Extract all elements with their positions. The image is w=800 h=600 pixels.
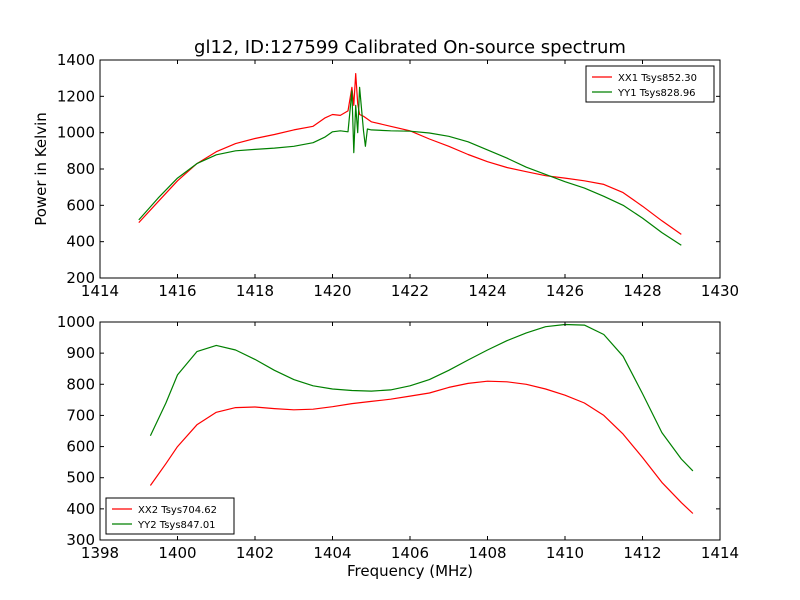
top-y-tick-label: 200 — [66, 269, 95, 287]
bottom-x-tick-label: 1408 — [468, 544, 506, 562]
bottom-series-line-1 — [149, 380, 694, 514]
bottom-y-tick-label: 900 — [66, 344, 95, 362]
bottom-x-tick-label: 1414 — [701, 544, 739, 562]
top-x-tick-label: 1428 — [623, 282, 661, 300]
bottom-x-tick-label: 1398 — [81, 544, 119, 562]
top-x-tick-label: 1420 — [313, 282, 351, 300]
bottom-chart-xlabel: Frequency (MHz) — [347, 562, 473, 580]
top-series-line-1 — [138, 72, 682, 235]
top-x-tick-label: 1414 — [81, 282, 119, 300]
top-series-line-2 — [138, 86, 682, 246]
bottom-x-tick-label: 1410 — [546, 544, 584, 562]
bottom-series-line-2 — [149, 323, 694, 472]
bottom-y-tick-label: 600 — [66, 438, 95, 456]
top-legend-box — [585, 65, 715, 103]
bottom-x-tick-label: 1402 — [236, 544, 274, 562]
bottom-y-tick-label: 700 — [66, 406, 95, 424]
bottom-legend-box — [105, 497, 235, 535]
bottom-x-tick-label: 1406 — [391, 544, 429, 562]
top-x-tick-label: 1430 — [701, 282, 739, 300]
top-y-tick-label: 600 — [66, 196, 95, 214]
top-plot-area: 1414 1416 1418 1420 1422 1424 1426 1428 1430 200 4… — [57, 51, 739, 300]
top-x-tick-label: 1424 — [468, 282, 506, 300]
bottom-y-tick-label: 400 — [66, 500, 95, 518]
bottom-y-tick-label: 500 — [66, 469, 95, 487]
top-legend: XX1 Tsys852.30 YY1 Tsys828.96 — [585, 65, 715, 103]
top-x-tick-label: 1418 — [236, 282, 274, 300]
top-x-tick-label: 1426 — [546, 282, 584, 300]
top-y-tick-label: 400 — [66, 233, 95, 251]
bottom-y-tick-label: 1000 — [57, 313, 95, 331]
bottom-legend: XX2 Tsys704.62 YY2 Tsys847.01 — [105, 497, 235, 535]
top-y-tick-label: 800 — [66, 160, 95, 178]
top-y-tick-label: 1200 — [57, 87, 95, 105]
bottom-x-tick-label: 1400 — [158, 544, 196, 562]
top-chart: gl12, ID:127599 Calibrated On-source spe… — [32, 37, 739, 300]
top-y-tick-label: 1400 — [57, 51, 95, 69]
top-chart-title: gl12, ID:127599 Calibrated On-source spe… — [194, 37, 626, 58]
bottom-plot-area: 1398 1400 1402 1404 1406 1408 1410 1412 1414 300 4… — [57, 313, 739, 562]
top-chart-ylabel: Power in Kelvin — [32, 112, 50, 226]
bottom-chart: Frequency (MHz) 1398 1400 1402 1404 1406 1408… — [57, 313, 739, 580]
bottom-x-tick-label: 1404 — [313, 544, 351, 562]
top-x-tick-label: 1422 — [391, 282, 429, 300]
top-legend-label-1: XX1 Tsys852.30 — [618, 73, 697, 84]
top-y-tick-label: 1000 — [57, 124, 95, 142]
bottom-y-tick-label: 800 — [66, 375, 95, 393]
bottom-y-tick-label: 300 — [66, 531, 95, 549]
bottom-legend-label-1: XX2 Tsys704.62 — [138, 505, 217, 516]
bottom-x-tick-label: 1412 — [623, 544, 661, 562]
bottom-legend-label-2: YY2 Tsys847.01 — [137, 520, 216, 531]
top-x-tick-label: 1416 — [158, 282, 196, 300]
top-legend-label-2: YY1 Tsys828.96 — [617, 88, 696, 99]
